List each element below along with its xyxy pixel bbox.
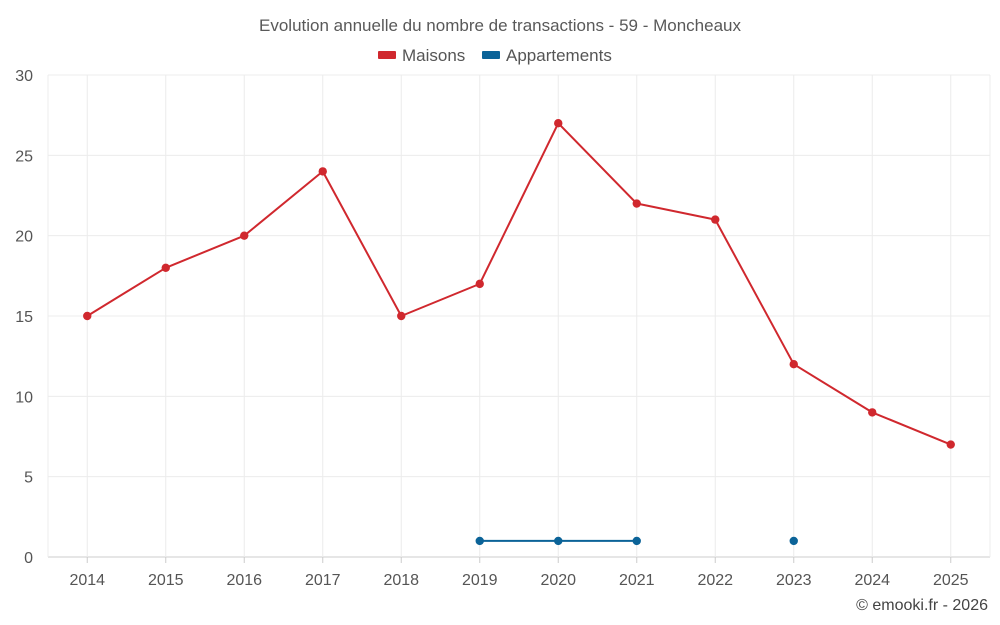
- point-appartements-2021: [632, 536, 641, 546]
- chart-title: Evolution annuelle du nombre de transact…: [259, 16, 741, 35]
- y-tick-label-10: 10: [15, 389, 33, 406]
- grid-lines: [47, 74, 991, 558]
- point-maisons-2016: [240, 231, 249, 240]
- x-axis: 2014 2015 2016 2017 2018 2019 2020 2021 2022 2023…: [69, 557, 969, 589]
- point-maisons-2017: [318, 167, 327, 176]
- legend: Maisons Appartements: [378, 46, 612, 65]
- point-appartements-2020: [554, 536, 563, 546]
- series-maisons: [83, 119, 955, 449]
- x-tick-label-2018: 2018: [383, 572, 419, 589]
- y-tick-label-30: 30: [15, 68, 33, 85]
- point-maisons-2015: [161, 263, 170, 272]
- x-tick-label-2021: 2021: [619, 572, 655, 589]
- point-maisons-2025: [946, 440, 955, 449]
- point-maisons-2019: [475, 279, 484, 289]
- y-tick-label-5: 5: [24, 470, 33, 487]
- x-tick-label-2020: 2020: [540, 572, 576, 589]
- series-appartements: [475, 536, 798, 546]
- x-tick-label-2023: 2023: [776, 572, 812, 589]
- x-tick-label-2014: 2014: [69, 572, 105, 589]
- point-maisons-2018: [397, 311, 406, 321]
- y-tick-label-20: 20: [15, 229, 33, 246]
- x-tick-label-2015: 2015: [148, 572, 184, 589]
- x-tick-label-2024: 2024: [854, 572, 890, 589]
- y-tick-label-0: 0: [24, 550, 33, 567]
- x-tick-label-2016: 2016: [226, 572, 262, 589]
- series-layer: [83, 119, 955, 546]
- x-tick-label-2019: 2019: [462, 572, 498, 589]
- legend-swatch-maisons: [378, 51, 396, 59]
- point-appartements-2019: [475, 536, 484, 546]
- point-maisons-2014: [83, 311, 92, 321]
- legend-label-appartements: Appartements: [506, 46, 612, 65]
- point-maisons-2022: [711, 215, 720, 224]
- point-appartements-2023: [789, 536, 798, 546]
- legend-item-maisons[interactable]: Maisons: [378, 46, 465, 65]
- x-tick-label-2017: 2017: [305, 572, 341, 589]
- y-axis: 0 5 10 15 20 25 30: [15, 68, 33, 567]
- series-line-maisons-0: [86, 122, 952, 446]
- legend-swatch-appartements: [482, 51, 500, 59]
- legend-item-appartements[interactable]: Appartements: [482, 46, 612, 65]
- x-tick-label-2022: 2022: [697, 572, 733, 589]
- y-tick-label-25: 25: [15, 148, 33, 165]
- point-maisons-2021: [632, 199, 641, 208]
- credit-text: © emooki.fr - 2026: [856, 597, 988, 614]
- x-tick-label-2025: 2025: [933, 572, 969, 589]
- point-maisons-2024: [868, 408, 877, 417]
- legend-label-maisons: Maisons: [402, 46, 465, 65]
- point-maisons-2023: [789, 360, 798, 369]
- y-tick-label-15: 15: [15, 309, 33, 326]
- point-maisons-2020: [554, 119, 563, 128]
